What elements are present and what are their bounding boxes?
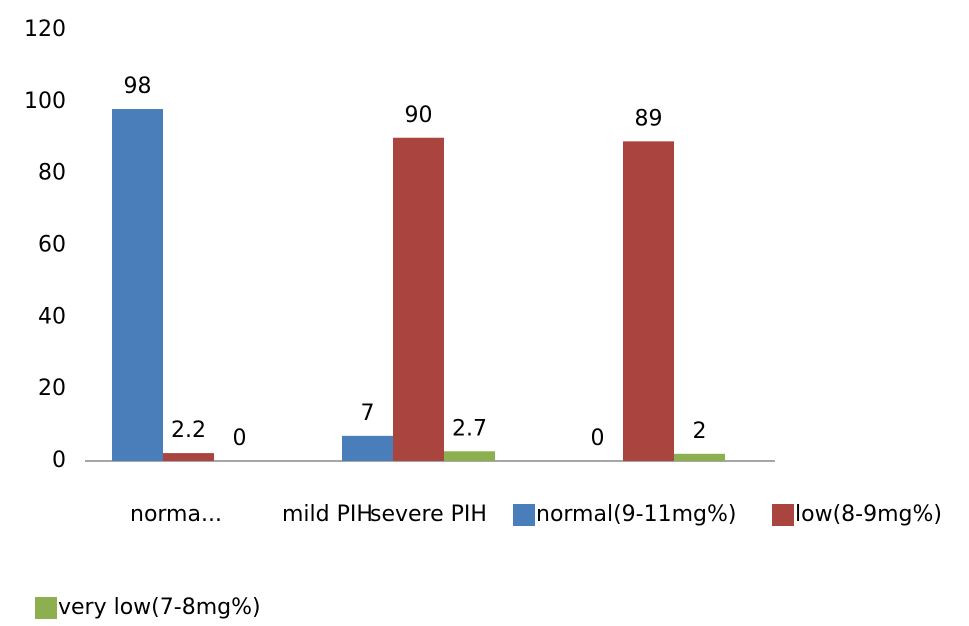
- legend-label: very low(7-8mg%): [58, 595, 261, 620]
- x-tick-label: severe PIH: [370, 502, 487, 527]
- bar: [163, 453, 214, 461]
- y-tick-label: 120: [24, 17, 66, 42]
- bar: [112, 109, 163, 462]
- data-label: 2: [693, 419, 707, 444]
- y-tick-label: 40: [38, 304, 66, 329]
- y-tick-label: 0: [52, 448, 66, 473]
- data-label: 7: [361, 401, 375, 426]
- bar: [444, 451, 495, 461]
- x-tick-label: mild PIH: [282, 502, 373, 527]
- x-tick-label: norma...: [130, 502, 222, 527]
- data-label: 2.7: [452, 416, 487, 441]
- y-tick-label: 20: [38, 376, 66, 401]
- bar: [342, 435, 393, 461]
- legend-label: low(8-9mg%): [795, 502, 942, 527]
- data-label: 0: [233, 426, 247, 451]
- data-label: 0: [591, 426, 605, 451]
- data-label: 90: [405, 103, 433, 128]
- data-label: 98: [124, 74, 152, 99]
- y-tick-label: 60: [38, 233, 66, 258]
- legend-label: normal(9-11mg%): [536, 502, 736, 527]
- data-label: 89: [635, 106, 663, 131]
- y-tick-label: 80: [38, 161, 66, 186]
- y-tick-label: 100: [24, 89, 66, 114]
- legend-swatch: [513, 504, 535, 526]
- bar: [393, 137, 444, 461]
- bar: [623, 141, 674, 461]
- legend-swatch: [772, 504, 794, 526]
- bar: [674, 453, 725, 461]
- data-label: 2.2: [171, 418, 206, 443]
- legend-swatch: [35, 597, 57, 619]
